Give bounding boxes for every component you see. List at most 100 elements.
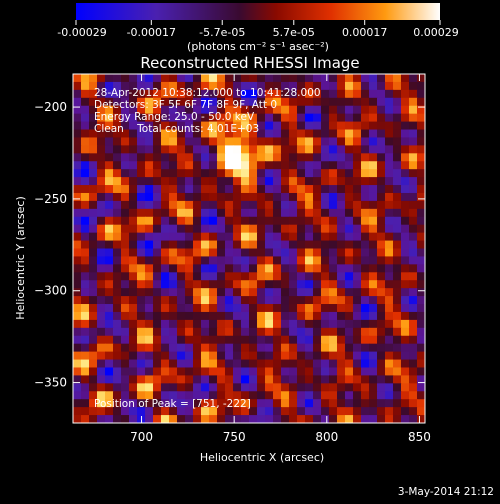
heatmap-cell [345, 407, 354, 416]
heatmap-cell [153, 351, 162, 361]
heatmap-cell [185, 367, 194, 377]
heatmap-cell [129, 185, 138, 194]
heatmap-cell [329, 288, 338, 297]
heatmap-cell [249, 145, 258, 154]
heatmap-cell [153, 192, 162, 202]
heatmap-cell [281, 121, 290, 131]
heatmap-cell [145, 121, 154, 131]
heatmap-cell [145, 288, 154, 297]
heatmap-cell [177, 129, 186, 139]
heatmap-cell [313, 113, 322, 123]
heatmap-cell [113, 97, 122, 107]
heatmap-cell [265, 97, 274, 107]
heatmap-cell [225, 335, 234, 345]
heatmap-cell [377, 216, 386, 226]
heatmap-cell [313, 105, 322, 115]
heatmap-cell [169, 256, 178, 265]
heatmap-cell [329, 161, 338, 170]
heatmap-cell [265, 335, 274, 345]
heatmap-cell [281, 81, 290, 91]
heatmap-cell [209, 208, 218, 218]
heatmap-cell [153, 335, 162, 345]
heatmap-cell [81, 280, 90, 289]
heatmap-cell [105, 161, 114, 170]
heatmap-cell [113, 177, 122, 186]
heatmap-cell [265, 137, 274, 146]
heatmap-cell [225, 192, 234, 202]
heatmap-cell [289, 359, 298, 369]
heatmap-cell [313, 343, 322, 353]
heatmap-cell [321, 240, 330, 250]
heatmap-cell [201, 169, 210, 178]
heatmap-cell [153, 74, 162, 83]
heatmap-cell [233, 208, 242, 218]
heatmap-cell [409, 105, 418, 115]
heatmap-cell [337, 232, 346, 242]
heatmap-cell [257, 89, 266, 99]
heatmap-cell [409, 375, 418, 384]
heatmap-cell [121, 169, 130, 178]
heatmap-cell [105, 248, 114, 258]
heatmap-cell [241, 200, 250, 210]
heatmap-cell [81, 415, 90, 423]
heatmap-cell [97, 399, 106, 408]
heatmap-cell [201, 311, 210, 321]
heatmap-cell [169, 367, 178, 377]
heatmap-cell [153, 89, 162, 99]
heatmap-cell [145, 264, 154, 273]
heatmap-cell [121, 311, 130, 321]
heatmap-cell [409, 343, 418, 353]
heatmap-cell [153, 415, 162, 423]
heatmap-cell [81, 153, 90, 162]
heatmap-cell [233, 415, 242, 423]
heatmap-cell [153, 216, 162, 226]
heatmap-cell [193, 311, 202, 321]
heatmap-cell [105, 74, 114, 83]
heatmap-cell [265, 89, 274, 99]
heatmap-cell [185, 288, 194, 297]
heatmap-cell [169, 248, 178, 258]
heatmap-cell [193, 216, 202, 226]
heatmap-cell [273, 375, 282, 384]
heatmap-cell [169, 192, 178, 202]
heatmap-cell [361, 351, 370, 361]
heatmap-cell [73, 105, 82, 115]
heatmap-cell [105, 335, 114, 345]
heatmap-cell [377, 391, 386, 400]
heatmap-cell [169, 311, 178, 321]
heatmap-cell [129, 97, 138, 107]
heatmap-cell [121, 383, 130, 392]
heatmap-cell [353, 232, 362, 242]
heatmap-cell [89, 145, 98, 154]
heatmap-cell [273, 185, 282, 194]
heatmap-cell [313, 177, 322, 186]
heatmap-cell [97, 224, 106, 234]
heatmap-cell [217, 232, 226, 242]
heatmap-cell [393, 240, 402, 250]
heatmap-cell [81, 224, 90, 234]
heatmap-cell [377, 311, 386, 321]
heatmap-cell [417, 169, 425, 178]
heatmap-cell [353, 121, 362, 131]
heatmap-cell [417, 145, 425, 154]
heatmap-cell [329, 145, 338, 154]
heatmap-cell [121, 145, 130, 154]
heatmap-cell [145, 248, 154, 258]
heatmap-cell [81, 177, 90, 186]
heatmap-cell [185, 383, 194, 392]
heatmap-cell [409, 272, 418, 281]
heatmap-cell [305, 161, 314, 170]
heatmap-cell [401, 185, 410, 194]
heatmap-cell [241, 335, 250, 345]
heatmap-cell [209, 113, 218, 123]
heatmap-cell [297, 296, 306, 305]
heatmap-cell [193, 407, 202, 416]
heatmap-cell [345, 304, 354, 313]
heatmap-cell [105, 311, 114, 321]
heatmap-cell [393, 407, 402, 416]
heatmap-cell [393, 177, 402, 186]
heatmap-cell [409, 264, 418, 273]
heatmap-cell [273, 407, 282, 416]
heatmap-cell [329, 280, 338, 289]
heatmap-cell [377, 240, 386, 250]
